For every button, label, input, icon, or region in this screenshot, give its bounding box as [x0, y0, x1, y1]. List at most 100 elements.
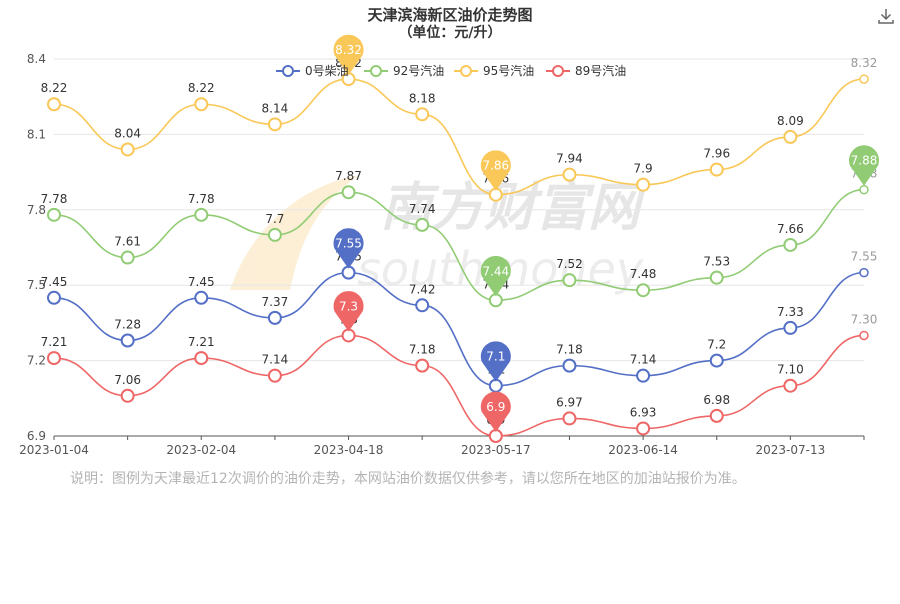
data-label: 7.94: [556, 152, 583, 166]
x-tick-label: 2023-02-04: [166, 443, 236, 457]
data-point: [562, 358, 577, 373]
pin-marker: 7.88: [849, 145, 879, 186]
watermark: 南方财富网southmoney: [230, 175, 647, 296]
x-tick-label: 2023-05-17: [461, 443, 531, 457]
data-point: [859, 330, 869, 341]
data-label: 7.78: [41, 192, 68, 206]
legend: 0号柴油 92号汽油 95号汽油 89号汽油: [276, 63, 626, 78]
data-label: 7.42: [409, 282, 436, 296]
data-point: [267, 368, 282, 383]
data-point: [267, 227, 282, 242]
data-point: [194, 351, 209, 366]
data-label: 7.48: [630, 267, 657, 281]
data-label: 7.21: [41, 335, 68, 349]
series-line: [53, 334, 865, 437]
data-label: 8.09: [777, 114, 804, 128]
data-label: 8.04: [114, 126, 141, 140]
data-point: [194, 97, 209, 112]
watermark-swoosh: [230, 175, 360, 290]
data-point: [783, 129, 798, 144]
data-point: [562, 167, 577, 182]
pin-shape: [333, 34, 364, 76]
pin-shape: [480, 391, 511, 432]
data-label: 7.30: [851, 312, 878, 326]
pin-label: 7.55: [335, 237, 362, 251]
data-point: [194, 207, 209, 222]
data-point: [194, 290, 209, 305]
data-label: 7.2: [707, 338, 726, 352]
data-point: [783, 320, 798, 335]
legend-marker: [370, 65, 382, 77]
data-point: [562, 411, 577, 426]
data-point: [415, 298, 430, 313]
data-label: 7.78: [188, 192, 215, 206]
legend-label: 0号柴油: [305, 64, 349, 78]
data-point: [859, 267, 869, 278]
data-point: [415, 107, 430, 122]
y-tick-label: 8.1: [27, 127, 46, 141]
y-tick-label: 7.8: [27, 203, 46, 217]
x-tick-label: 2023-07-13: [755, 443, 825, 457]
download-icon[interactable]: [876, 6, 896, 26]
data-label: 8.32: [851, 56, 878, 70]
data-point: [562, 273, 577, 288]
data-point: [341, 185, 356, 200]
y-tick-label: 8.4: [27, 52, 46, 66]
pin-shape: [480, 150, 511, 191]
x-tick-label: 2023-01-04: [19, 443, 89, 457]
y-tick-label: 7.2: [27, 354, 46, 368]
data-point: [47, 97, 61, 112]
y-tick-label: 6.9: [27, 429, 46, 443]
data-point: [47, 351, 61, 366]
series-line: [53, 78, 865, 196]
data-label: 7.21: [188, 335, 215, 349]
data-label: 7.33: [777, 305, 804, 319]
pin-marker: 7.1: [480, 341, 511, 382]
data-label: 7.53: [703, 255, 730, 269]
data-label: 7.66: [777, 222, 804, 236]
series-3: 7.217.067.217.147.37.186.96.976.936.987.…: [41, 312, 878, 443]
legend-label: 92号汽油: [393, 63, 444, 78]
data-point: [636, 368, 651, 383]
data-point: [636, 177, 651, 192]
data-point: [267, 117, 282, 132]
data-label: 7.14: [262, 353, 289, 367]
data-label: 7.37: [262, 295, 289, 309]
x-tick-label: 2023-06-14: [608, 443, 678, 457]
pin-label: 7.3: [339, 299, 358, 313]
data-label: 6.97: [556, 395, 583, 409]
data-label: 8.14: [262, 101, 289, 115]
legend-marker: [282, 65, 294, 77]
pin-label: 6.9: [486, 400, 505, 414]
data-label: 7.9: [634, 162, 653, 176]
data-point: [709, 162, 724, 177]
pin-marker: 6.9: [480, 391, 511, 432]
legend-item: 92号汽油: [364, 63, 444, 78]
data-point: [709, 408, 724, 423]
series-2: 8.22 8.04 8.22 8.14 8.32 8.18 7.86 7.94 7.9 7.96 8…: [41, 56, 878, 202]
data-point: [783, 378, 798, 393]
data-label: 6.93: [630, 405, 657, 419]
pin-shape: [480, 341, 511, 382]
data-label: 7.28: [114, 317, 141, 331]
data-point: [47, 207, 61, 222]
x-tick-label: 2023-04-18: [314, 443, 384, 457]
data-label: 7.7: [265, 212, 284, 226]
data-label: 7.45: [188, 275, 215, 289]
data-point: [415, 217, 430, 232]
data-label: 6.98: [703, 393, 730, 407]
pin-marker: 8.32: [333, 34, 364, 76]
data-label: 7.10: [777, 363, 804, 377]
pin-marker: 7.86: [480, 150, 511, 191]
data-label: 8.22: [41, 81, 68, 95]
data-point: [120, 142, 135, 157]
pin-label: 8.32: [335, 43, 362, 57]
legend-marker: [460, 65, 472, 77]
series-line: [53, 271, 865, 387]
pin-label: 7.44: [482, 264, 509, 278]
legend-label: 89号汽油: [575, 63, 626, 78]
pin-marker: 7.44: [480, 255, 511, 297]
data-label: 8.18: [409, 91, 436, 105]
